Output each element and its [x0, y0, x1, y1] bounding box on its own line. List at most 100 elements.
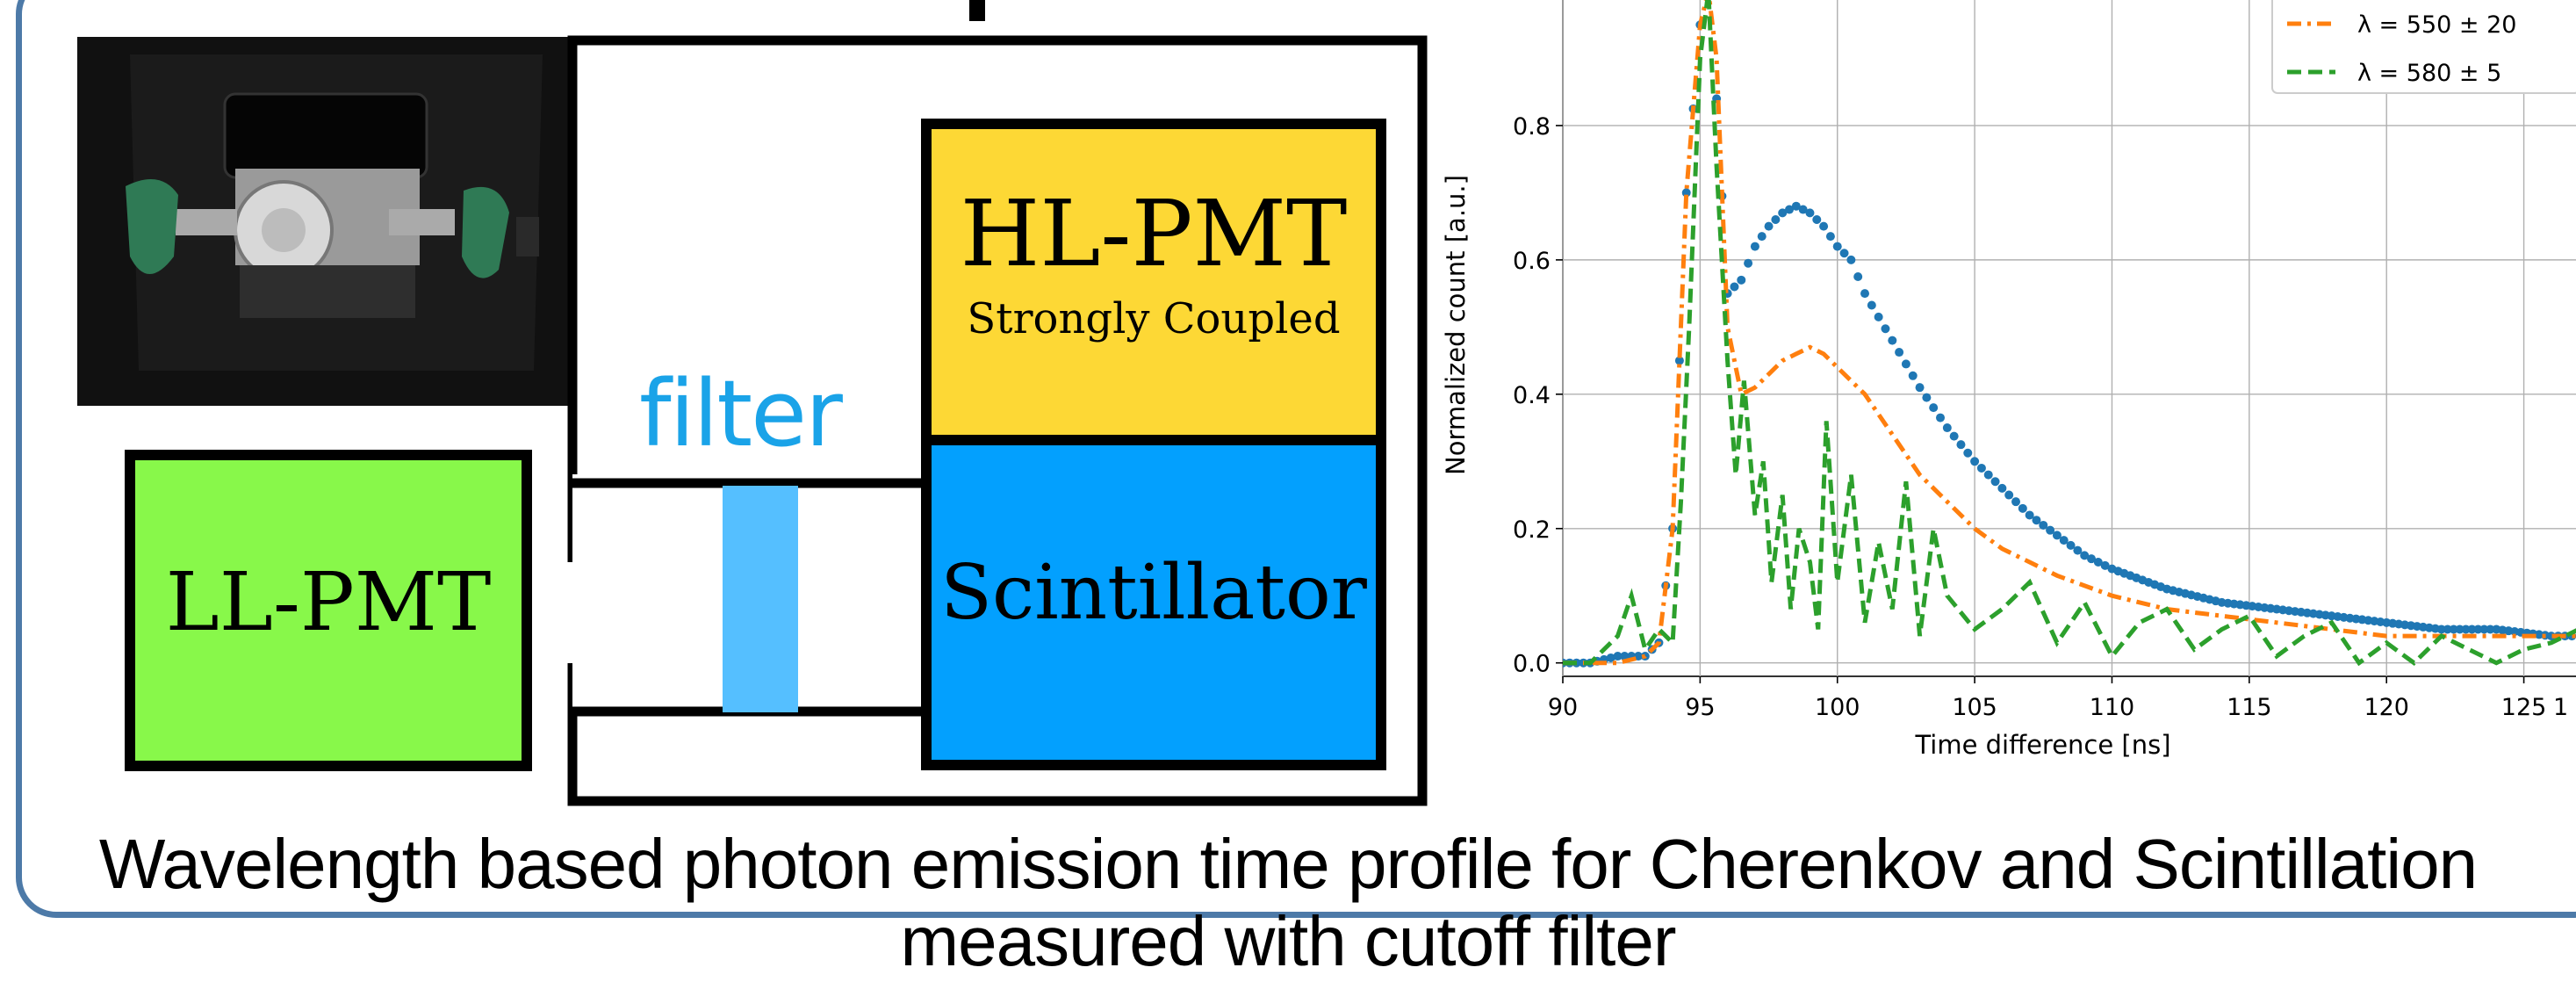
y-tick-label: 0.4	[1513, 382, 1551, 409]
data-point	[1634, 652, 1644, 661]
data-point	[2436, 625, 2446, 634]
data-point	[1997, 483, 2007, 493]
data-point	[1853, 272, 1863, 281]
enclosure-box	[567, 35, 1428, 806]
data-point	[1881, 324, 1890, 334]
data-point	[2032, 516, 2041, 525]
data-point	[1860, 289, 1870, 299]
caption-line-1: Wavelength based photon emission time pr…	[98, 825, 2478, 903]
x-tick-label: 90	[1548, 694, 1578, 721]
scintillator-label: Scintillator	[940, 549, 1367, 637]
data-point	[1737, 275, 1746, 285]
data-point	[1970, 457, 1980, 466]
x-tick-label: 115	[2227, 694, 2272, 721]
data-point	[1949, 431, 1959, 441]
data-point	[1922, 393, 1932, 402]
data-point	[2479, 625, 2489, 634]
y-tick-label: 0.0	[1513, 651, 1551, 678]
detector-schematic	[125, 35, 1428, 806]
data-point	[1915, 383, 1925, 393]
data-point	[2449, 625, 2458, 634]
apparatus-photo	[77, 37, 576, 406]
data-point	[2004, 490, 2014, 500]
title-fragment	[969, 0, 985, 21]
data-point	[2087, 554, 2097, 564]
series-line	[1563, 0, 2576, 667]
data-point	[2093, 558, 2103, 567]
legend-entry: λ = 580 ± 5	[2357, 60, 2501, 87]
x-tick-label: 105	[1952, 694, 1997, 721]
data-point	[1976, 463, 1986, 473]
plot-area	[1562, 0, 2576, 677]
data-point	[1874, 312, 1883, 321]
series-line	[1563, 0, 2576, 666]
data-point	[1798, 205, 1808, 214]
data-point	[2486, 625, 2495, 634]
data-point	[1963, 448, 1973, 458]
data-point	[2443, 625, 2452, 634]
data-point	[1942, 423, 1952, 433]
data-point	[1778, 208, 1788, 218]
hl-pmt-sublabel: Strongly Coupled	[967, 294, 1341, 343]
x-tick-label: 100	[1815, 694, 1860, 721]
data-point	[2073, 545, 2083, 555]
hl-pmt-label: HL-PMT	[960, 180, 1348, 287]
y-tick-label: 0.8	[1513, 113, 1551, 141]
data-point	[2059, 536, 2069, 545]
data-point	[1990, 477, 2000, 487]
x-tick-label: 125	[2501, 694, 2547, 721]
data-point	[1908, 371, 1918, 380]
x-tick-label: 120	[2364, 694, 2409, 721]
scintillator-box	[921, 435, 1386, 770]
legend-entry: λ = 550 ± 20	[2357, 11, 2516, 39]
slide-frame	[16, 0, 2576, 918]
data-point	[2455, 625, 2464, 634]
data-point	[2018, 503, 2027, 513]
data-point	[2046, 525, 2055, 535]
data-point	[1791, 201, 1801, 211]
hl-pmt-box	[921, 119, 1386, 445]
data-point	[1674, 356, 1684, 365]
data-point	[1846, 255, 1856, 264]
filter-label: filter	[639, 360, 843, 467]
legend-box	[2271, 0, 2576, 94]
data-point	[2052, 531, 2062, 540]
data-point	[1895, 348, 1904, 357]
data-point	[1825, 232, 1835, 242]
data-point	[1839, 249, 1849, 258]
data-point	[1744, 258, 1753, 268]
data-point	[1750, 242, 1759, 251]
x-axis-label: Time difference [ns]	[1914, 730, 2170, 760]
filter-element	[723, 486, 798, 712]
data-point	[2066, 540, 2076, 550]
data-point	[1764, 221, 1774, 231]
data-point	[1812, 215, 1822, 224]
caption-line-2: measured with cutoff filter	[900, 902, 1676, 980]
data-point	[1832, 242, 1842, 251]
x-tick-label: 110	[2090, 694, 2135, 721]
data-point	[2080, 551, 2090, 560]
data-point	[1936, 413, 1946, 422]
data-point	[1983, 470, 1993, 480]
ll-pmt-label: LL-PMT	[165, 555, 492, 649]
data-point	[2461, 625, 2471, 634]
data-point	[2100, 560, 2110, 570]
data-point	[1785, 205, 1795, 214]
data-point	[1620, 652, 1630, 661]
data-point	[1867, 300, 1876, 310]
data-point	[1771, 215, 1781, 224]
y-axis-label: Normalized count [a.u.]	[1441, 175, 1471, 475]
data-point	[1757, 232, 1767, 242]
data-point	[1819, 221, 1829, 231]
data-point	[2039, 520, 2048, 530]
data-point	[1730, 282, 1739, 292]
data-point	[1613, 652, 1623, 661]
data-point	[2467, 625, 2477, 634]
data-point	[2473, 625, 2483, 634]
x-tick-label: 1	[2553, 694, 2568, 721]
data-point	[1901, 359, 1910, 369]
data-point	[2011, 497, 2021, 507]
data-point	[1888, 336, 1897, 345]
y-tick-label: 0.2	[1513, 516, 1551, 544]
x-tick-label: 95	[1685, 694, 1715, 721]
